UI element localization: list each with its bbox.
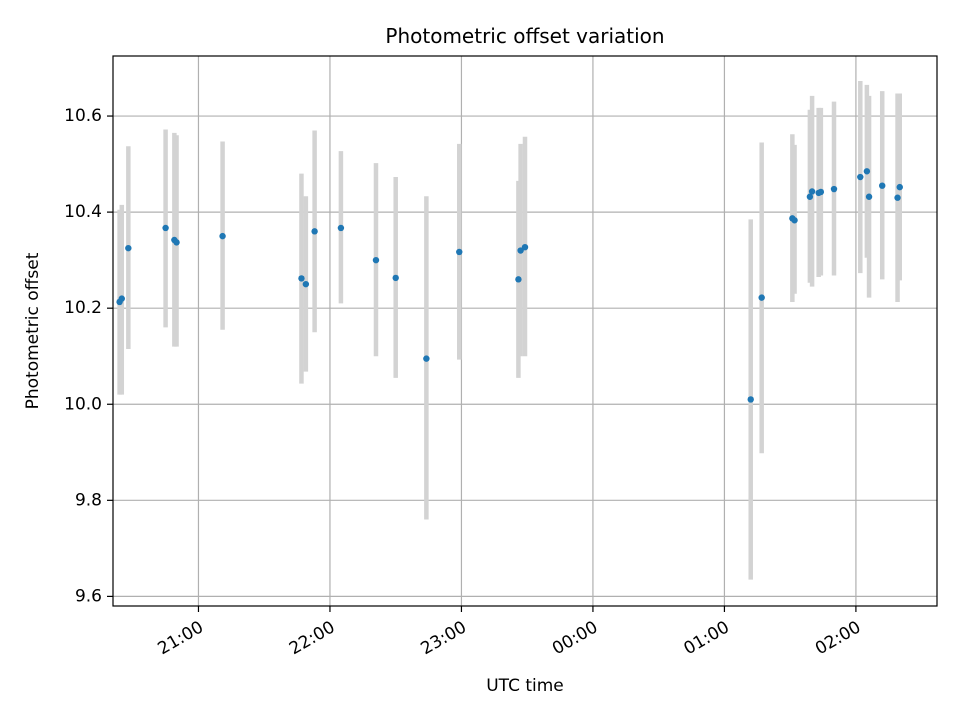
data-point — [863, 168, 871, 175]
data-points — [116, 168, 903, 403]
data-point — [791, 217, 798, 224]
y-tick-label: 10.4 — [64, 202, 102, 222]
data-point — [896, 183, 903, 191]
data-point — [118, 295, 125, 302]
data-point — [747, 396, 754, 403]
x-axis-title: UTC time — [486, 676, 564, 696]
data-point — [806, 193, 814, 200]
data-point — [125, 244, 132, 252]
y-tick-label: 9.8 — [75, 490, 102, 510]
y-axis-ticks: 9.6 9.8 10.0 10.2 10.4 10.6 — [64, 106, 113, 606]
data-point — [521, 243, 529, 251]
data-point — [894, 194, 901, 201]
data-point — [302, 280, 310, 288]
chart-title: Photometric offset variation — [385, 24, 664, 48]
data-point — [298, 275, 305, 282]
data-point — [456, 248, 463, 256]
data-point — [830, 185, 838, 193]
y-tick-label: 9.6 — [75, 586, 102, 606]
data-point — [372, 256, 380, 264]
y-axis-title: Photometric offset — [23, 252, 43, 409]
data-point — [311, 228, 318, 235]
data-point — [173, 239, 180, 246]
data-point — [817, 188, 825, 196]
data-point — [857, 173, 864, 181]
data-point — [423, 355, 430, 362]
data-point — [337, 224, 345, 232]
data-point — [517, 247, 524, 254]
y-tick-label: 10.0 — [64, 394, 102, 414]
data-point — [515, 276, 522, 283]
data-point — [879, 182, 886, 189]
axes-frame — [112, 55, 938, 607]
data-point — [162, 224, 169, 232]
data-point — [865, 193, 873, 200]
data-point — [758, 294, 765, 301]
data-point — [808, 188, 816, 195]
data-point — [392, 274, 399, 282]
data-point — [219, 232, 226, 240]
y-tick-label: 10.2 — [64, 298, 102, 318]
y-tick-label: 10.6 — [64, 106, 102, 126]
